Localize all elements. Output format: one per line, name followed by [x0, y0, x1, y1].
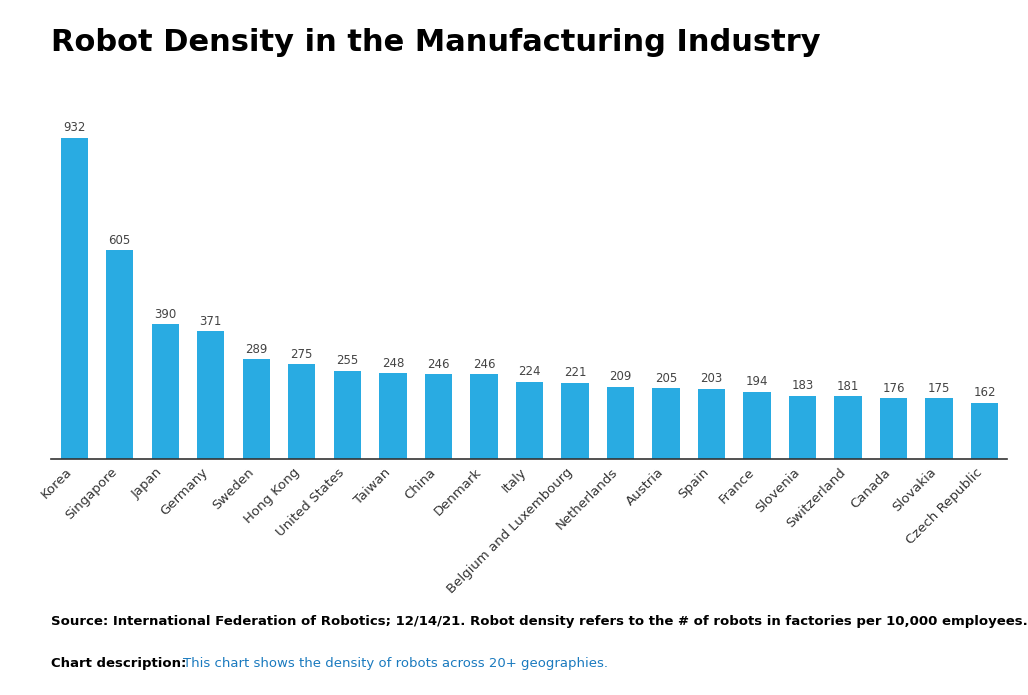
Text: 224: 224 — [518, 365, 541, 378]
Text: 255: 255 — [336, 354, 359, 368]
Bar — [925, 398, 953, 459]
Bar — [835, 396, 861, 459]
Bar — [880, 398, 908, 459]
Text: Robot Density in the Manufacturing Industry: Robot Density in the Manufacturing Indus… — [51, 28, 821, 57]
Bar — [425, 374, 452, 459]
Bar — [197, 331, 224, 459]
Bar — [379, 373, 406, 459]
Text: 162: 162 — [974, 386, 996, 400]
Text: 275: 275 — [291, 348, 313, 361]
Text: 246: 246 — [473, 358, 495, 370]
Bar — [561, 383, 589, 459]
Text: 194: 194 — [745, 375, 768, 389]
Bar — [743, 392, 771, 459]
Bar — [971, 403, 998, 459]
Text: 176: 176 — [882, 382, 905, 395]
Bar — [106, 250, 134, 459]
Bar — [653, 388, 680, 459]
Text: 221: 221 — [563, 366, 586, 379]
Text: 205: 205 — [655, 372, 677, 385]
Text: 175: 175 — [928, 382, 950, 395]
Bar — [288, 364, 316, 459]
Bar — [61, 138, 87, 459]
Text: 605: 605 — [109, 234, 131, 247]
Text: 932: 932 — [63, 122, 85, 134]
Text: 246: 246 — [427, 358, 449, 370]
Bar — [788, 395, 816, 459]
Text: Source: International Federation of Robotics; 12/14/21. Robot density refers to : Source: International Federation of Robo… — [51, 615, 1028, 628]
Text: 181: 181 — [837, 380, 859, 393]
Bar — [151, 325, 179, 459]
Bar — [334, 371, 361, 459]
Text: 209: 209 — [610, 370, 631, 384]
Bar — [698, 389, 725, 459]
Text: This chart shows the density of robots across 20+ geographies.: This chart shows the density of robots a… — [183, 657, 608, 670]
Text: Chart description:: Chart description: — [51, 657, 187, 670]
Text: 289: 289 — [245, 343, 267, 356]
Bar — [516, 382, 543, 459]
Text: 390: 390 — [154, 308, 177, 321]
Text: 371: 371 — [199, 315, 222, 327]
Text: 183: 183 — [792, 379, 814, 392]
Text: 248: 248 — [381, 357, 404, 370]
Text: 203: 203 — [700, 373, 723, 386]
Bar — [470, 374, 498, 459]
Bar — [607, 386, 634, 459]
Bar — [243, 359, 270, 459]
